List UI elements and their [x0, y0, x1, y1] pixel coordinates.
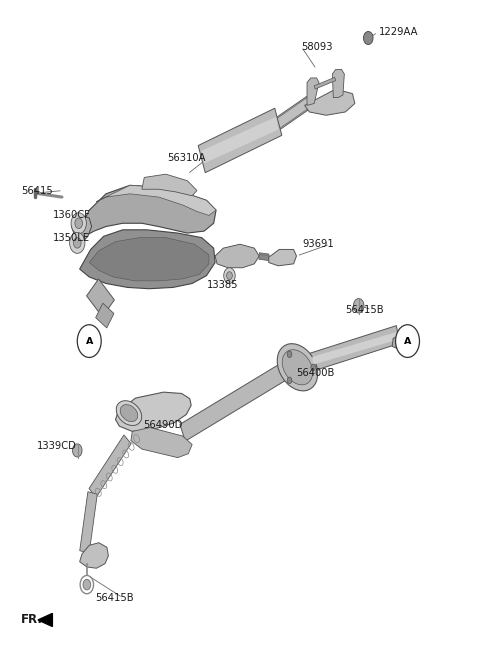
Text: A: A [404, 337, 411, 346]
Polygon shape [89, 435, 131, 497]
Polygon shape [305, 89, 355, 115]
Text: 56490D: 56490D [144, 420, 183, 430]
Circle shape [71, 213, 86, 234]
Polygon shape [96, 303, 114, 328]
Circle shape [363, 31, 373, 45]
Polygon shape [198, 108, 282, 173]
Text: 1350LE: 1350LE [53, 233, 90, 243]
Polygon shape [80, 543, 108, 568]
Text: A: A [85, 337, 93, 346]
Circle shape [287, 377, 292, 384]
Polygon shape [310, 325, 399, 371]
Polygon shape [80, 230, 215, 289]
Ellipse shape [120, 405, 138, 422]
Polygon shape [96, 185, 216, 215]
Text: 56415: 56415 [21, 186, 52, 195]
Circle shape [353, 298, 364, 313]
Polygon shape [307, 78, 319, 106]
Ellipse shape [116, 401, 142, 426]
Circle shape [70, 232, 85, 253]
Polygon shape [86, 279, 114, 317]
Text: 56310A: 56310A [167, 153, 206, 163]
Circle shape [287, 351, 292, 358]
Polygon shape [131, 428, 192, 458]
Circle shape [75, 218, 83, 228]
Ellipse shape [282, 350, 312, 385]
Polygon shape [392, 335, 408, 349]
Text: 56415B: 56415B [345, 304, 384, 315]
Text: 56415B: 56415B [96, 593, 134, 603]
Circle shape [77, 325, 101, 358]
Text: 58093: 58093 [301, 41, 333, 52]
Text: 93691: 93691 [302, 239, 334, 249]
Circle shape [396, 325, 420, 358]
Polygon shape [201, 117, 279, 163]
Polygon shape [274, 94, 314, 131]
Polygon shape [332, 70, 344, 98]
Text: 1339CD: 1339CD [37, 441, 77, 451]
Polygon shape [269, 249, 297, 266]
Text: 1360CF: 1360CF [53, 211, 91, 220]
Text: 1229AA: 1229AA [379, 27, 418, 37]
Circle shape [73, 237, 81, 248]
Polygon shape [215, 244, 259, 268]
Polygon shape [274, 96, 313, 130]
Polygon shape [116, 392, 191, 432]
Polygon shape [180, 364, 285, 441]
Polygon shape [142, 174, 197, 195]
Polygon shape [312, 332, 397, 365]
Circle shape [72, 444, 82, 457]
Polygon shape [38, 613, 52, 626]
Text: 13385: 13385 [206, 280, 238, 290]
Ellipse shape [277, 344, 318, 391]
Polygon shape [259, 253, 269, 260]
Polygon shape [314, 77, 336, 89]
Polygon shape [72, 215, 92, 243]
Polygon shape [81, 185, 216, 236]
Circle shape [83, 579, 91, 590]
Circle shape [227, 272, 232, 279]
Polygon shape [80, 492, 97, 553]
Polygon shape [89, 237, 209, 281]
Text: FR.: FR. [21, 613, 43, 626]
Circle shape [311, 364, 316, 371]
Text: 56400B: 56400B [297, 367, 335, 377]
Circle shape [224, 268, 235, 283]
